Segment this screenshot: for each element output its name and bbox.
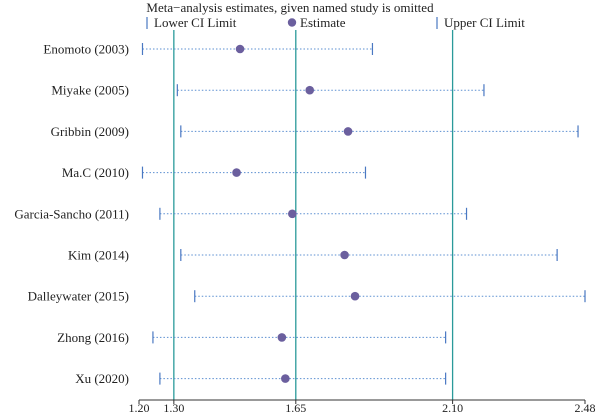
study-row-7: Zhong (2016) xyxy=(57,330,447,345)
x-tick-label: 1.65 xyxy=(285,401,306,412)
estimate-point xyxy=(340,250,349,260)
legend-estimate-marker xyxy=(287,18,297,27)
estimate-point xyxy=(235,44,245,54)
study-label: Ma.C (2010) xyxy=(62,165,129,180)
study-row-8: Xu (2020) xyxy=(75,371,447,386)
legend: Lower CI Limit Estimate Upper CI Limit xyxy=(146,15,525,30)
study-label: Zhong (2016) xyxy=(57,330,129,345)
estimate-point xyxy=(281,374,290,383)
x-axis: 1.20 1.30 1.65 2.10 2.48 xyxy=(129,399,596,412)
estimate-point xyxy=(232,168,241,177)
study-row-2: Gribbin (2009) xyxy=(51,124,579,139)
study-label: Garcia-Sancho (2011) xyxy=(14,206,129,221)
estimate-point xyxy=(305,85,315,95)
estimate-point xyxy=(343,127,353,136)
x-tick-label: 1.20 xyxy=(129,401,150,412)
study-label: Enomoto (2003) xyxy=(43,42,129,57)
study-label: Xu (2020) xyxy=(75,371,129,386)
estimate-point xyxy=(350,291,360,301)
study-row-5: Kim (2014) xyxy=(68,248,558,263)
study-row-4: Garcia-Sancho (2011) xyxy=(14,206,468,221)
chart-title: Meta−analysis estimates, given named stu… xyxy=(146,0,434,15)
study-row-6: Dalleywater (2015) xyxy=(28,289,586,304)
legend-upper-label: Upper CI Limit xyxy=(444,15,525,30)
legend-lower-label: Lower CI Limit xyxy=(154,15,237,30)
study-row-1: Miyake (2005) xyxy=(51,83,485,98)
estimate-point xyxy=(277,333,287,342)
estimate-point xyxy=(288,209,297,219)
x-tick-label: 1.30 xyxy=(163,401,184,412)
study-rows: Enomoto (2003) Miyake (2005) Gribbin (2009… xyxy=(14,42,586,386)
legend-estimate-label: Estimate xyxy=(300,15,346,30)
study-label: Kim (2014) xyxy=(68,248,129,263)
x-tick-label: 2.48 xyxy=(575,401,596,412)
study-label: Miyake (2005) xyxy=(51,83,129,98)
study-row-0: Enomoto (2003) xyxy=(43,42,374,57)
x-tick-label: 2.10 xyxy=(442,401,463,412)
study-label: Dalleywater (2015) xyxy=(28,289,129,304)
study-label: Gribbin (2009) xyxy=(51,124,129,139)
reference-lines xyxy=(173,30,454,400)
study-row-3: Ma.C (2010) xyxy=(62,165,367,180)
